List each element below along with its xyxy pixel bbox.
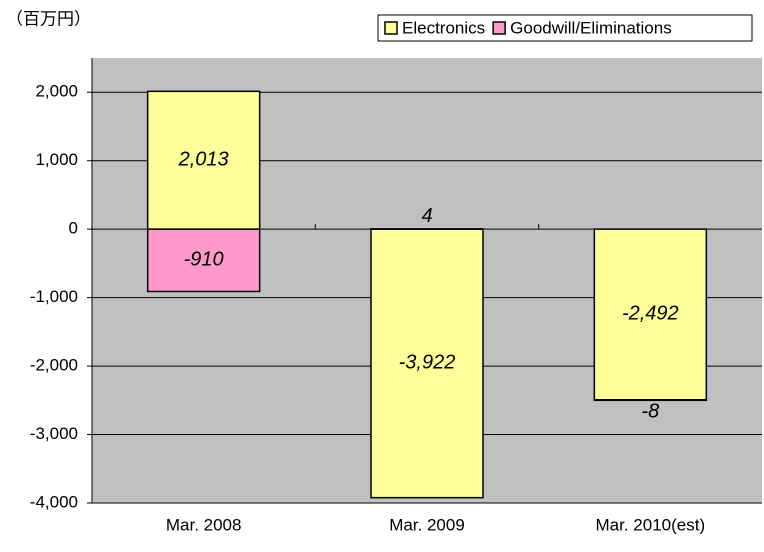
y-tick-label: -2,000 bbox=[30, 356, 78, 375]
x-tick-label: Mar. 2010(est) bbox=[596, 515, 706, 534]
y-tick-label: -1,000 bbox=[30, 287, 78, 306]
value-label: 4 bbox=[421, 205, 432, 227]
value-label: -2,492 bbox=[622, 303, 679, 325]
y-tick-label: 1,000 bbox=[35, 150, 78, 169]
value-label: -3,922 bbox=[399, 352, 456, 374]
y-tick-label: 0 bbox=[69, 219, 78, 238]
y-tick-label: 2,000 bbox=[35, 82, 78, 101]
value-label: -910 bbox=[184, 249, 224, 271]
legend-label: Electronics bbox=[402, 18, 485, 37]
legend-label: Goodwill/Eliminations bbox=[510, 18, 672, 37]
legend-swatch bbox=[493, 22, 505, 34]
y-tick-label: -3,000 bbox=[30, 424, 78, 443]
x-tick-label: Mar. 2009 bbox=[389, 515, 465, 534]
y-tick-label: -4,000 bbox=[30, 492, 78, 511]
legend-swatch bbox=[385, 22, 397, 34]
value-label: -8 bbox=[641, 401, 659, 423]
x-tick-label: Mar. 2008 bbox=[166, 515, 242, 534]
unit-label: （百万円） bbox=[6, 9, 91, 28]
value-label: 2,013 bbox=[178, 149, 229, 171]
